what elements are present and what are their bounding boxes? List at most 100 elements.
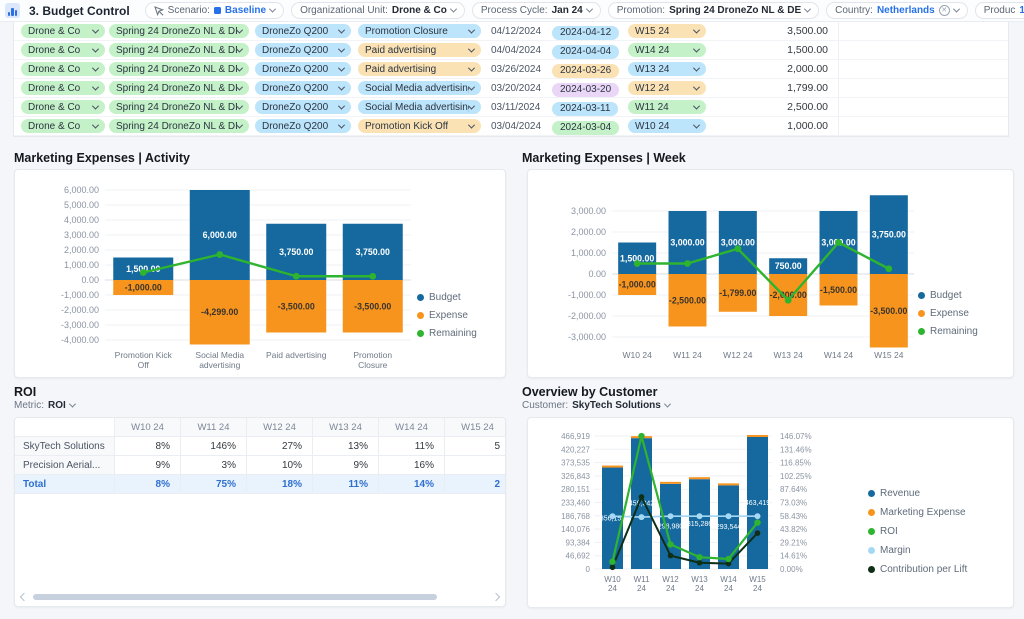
filter-chip-scenario[interactable]: Scenario: Baseline [144, 2, 285, 19]
remaining-point[interactable] [216, 251, 224, 258]
contribution-point[interactable] [609, 564, 616, 571]
remaining-point[interactable] [139, 269, 147, 276]
org-unit-pill[interactable]: Drone & Co [21, 62, 105, 76]
expense-bar[interactable] [113, 280, 174, 295]
expense-bar[interactable] [769, 274, 808, 316]
date-tag-pill[interactable]: 2024-03-04 [552, 120, 620, 135]
filter-chip-country[interactable]: Country: Netherlands ✕ [826, 2, 968, 19]
app-icon[interactable] [5, 3, 20, 18]
activity-pill[interactable]: Promotion Kick Off [358, 119, 481, 133]
activity-pill[interactable]: Social Media advertising [358, 100, 481, 114]
promotion-pill[interactable]: Spring 24 DroneZo NL & DE [109, 119, 249, 133]
expense-bar[interactable] [342, 280, 403, 333]
activity-pill[interactable]: Paid advertising [358, 62, 481, 76]
scroll-left-arrow[interactable] [19, 592, 29, 602]
promotion-pill[interactable]: Spring 24 DroneZo NL & DE [109, 24, 249, 38]
week-pill[interactable]: W10 24 [628, 119, 706, 133]
amount-cell[interactable]: 3,500.00 [787, 25, 828, 37]
expense-bar[interactable] [618, 274, 657, 295]
marketing-expense-bar[interactable] [747, 434, 768, 437]
contribution-point[interactable] [725, 560, 732, 567]
legend-item-budget[interactable]: Budget [918, 290, 1008, 301]
revenue-bar[interactable] [631, 438, 652, 569]
contribution-point[interactable] [754, 530, 761, 536]
remaining-point[interactable] [369, 272, 377, 280]
product-pill[interactable]: DroneZo Q200 [255, 62, 351, 76]
roi-point[interactable] [754, 519, 761, 526]
promotion-pill[interactable]: Spring 24 DroneZo NL & DE [109, 43, 249, 57]
date-cell[interactable]: 03/20/2024 [491, 82, 542, 94]
roi-point[interactable] [638, 432, 645, 440]
revenue-bar[interactable] [689, 479, 710, 569]
expense-bar[interactable] [819, 274, 858, 306]
legend-item-roi[interactable]: ROI [868, 526, 1008, 537]
remaining-point[interactable] [633, 260, 641, 267]
remaining-point[interactable] [885, 265, 893, 273]
org-unit-pill[interactable]: Drone & Co [21, 81, 105, 95]
roi-point[interactable] [609, 558, 616, 565]
org-unit-pill[interactable]: Drone & Co [21, 24, 105, 38]
org-unit-pill[interactable]: Drone & Co [21, 119, 105, 133]
expense-bar[interactable] [668, 274, 707, 327]
promotion-pill[interactable]: Spring 24 DroneZo NL & DE [109, 62, 249, 76]
amount-cell[interactable]: 1,799.00 [787, 82, 828, 94]
activity-pill[interactable]: Social Media advertising [358, 81, 481, 95]
legend-item-revenue[interactable]: Revenue [868, 488, 1008, 499]
week-pill[interactable]: W15 24 [628, 24, 706, 38]
expense-bar[interactable] [869, 274, 908, 348]
remaining-point[interactable] [835, 239, 842, 246]
remaining-point[interactable] [684, 260, 691, 267]
contribution-point[interactable] [638, 494, 645, 500]
expense-bar[interactable] [266, 280, 327, 333]
marketing-expense-bar[interactable] [602, 465, 623, 468]
margin-point[interactable] [696, 513, 703, 520]
date-tag-pill[interactable]: 2024-03-11 [552, 101, 619, 116]
contribution-point[interactable] [696, 559, 703, 566]
date-tag-pill[interactable]: 2024-03-26 [552, 63, 620, 78]
date-cell[interactable]: 04/12/2024 [491, 25, 542, 37]
filter-chip-organizational-unit[interactable]: Organizational Unit: Drone & Co [291, 2, 465, 19]
legend-item-remaining[interactable]: Remaining [918, 326, 1008, 337]
roi-point[interactable] [696, 553, 703, 561]
margin-point[interactable] [667, 513, 674, 520]
legend-item-margin[interactable]: Margin [868, 545, 1008, 556]
budget-bar[interactable] [113, 257, 174, 281]
org-unit-pill[interactable]: Drone & Co [21, 100, 105, 114]
amount-cell[interactable]: 2,000.00 [787, 63, 828, 75]
revenue-bar[interactable] [718, 485, 739, 569]
amount-cell[interactable]: 2,500.00 [787, 101, 828, 113]
budget-bar[interactable] [769, 258, 808, 274]
roi-point[interactable] [725, 555, 732, 563]
date-cell[interactable]: 03/11/2024 [491, 101, 541, 113]
customer-dropdown[interactable]: Customer: SkyTech Solutions [522, 400, 671, 411]
activity-pill[interactable]: Paid advertising [358, 43, 481, 57]
product-pill[interactable]: DroneZo Q200 [255, 119, 351, 133]
product-pill[interactable]: DroneZo Q200 [255, 100, 351, 114]
date-tag-pill[interactable]: 2024-04-12 [552, 25, 620, 40]
date-cell[interactable]: 03/26/2024 [491, 63, 542, 75]
amount-cell[interactable]: 1,000.00 [787, 120, 828, 132]
week-pill[interactable]: W14 24 [628, 43, 706, 57]
legend-item-marketing-expense[interactable]: Marketing Expense [868, 507, 1008, 518]
contribution-point[interactable] [667, 552, 674, 559]
product-pill[interactable]: DroneZo Q200 [255, 24, 351, 38]
date-cell[interactable]: 03/04/2024 [491, 120, 542, 132]
margin-point[interactable] [638, 514, 645, 521]
week-pill[interactable]: W12 24 [628, 81, 706, 95]
expense-bar[interactable] [189, 280, 250, 345]
budget-bar[interactable] [618, 242, 657, 275]
scroll-right-arrow[interactable] [491, 592, 501, 602]
legend-item-budget[interactable]: Budget [417, 292, 501, 303]
filter-chip-promotion[interactable]: Promotion: Spring 24 DroneZo NL & DE [607, 2, 820, 19]
legend-item-expense[interactable]: Expense [918, 308, 1008, 319]
marketing-expense-bar[interactable] [689, 477, 710, 480]
expense-bar[interactable] [718, 274, 757, 312]
week-pill[interactable]: W11 24 [628, 100, 706, 114]
margin-point[interactable] [725, 513, 732, 520]
margin-point[interactable] [609, 513, 616, 520]
roi-point[interactable] [667, 541, 674, 548]
date-tag-pill[interactable]: 2024-03-20 [552, 82, 620, 97]
scrollbar-thumb[interactable] [33, 594, 437, 600]
budget-bar[interactable] [718, 211, 757, 274]
